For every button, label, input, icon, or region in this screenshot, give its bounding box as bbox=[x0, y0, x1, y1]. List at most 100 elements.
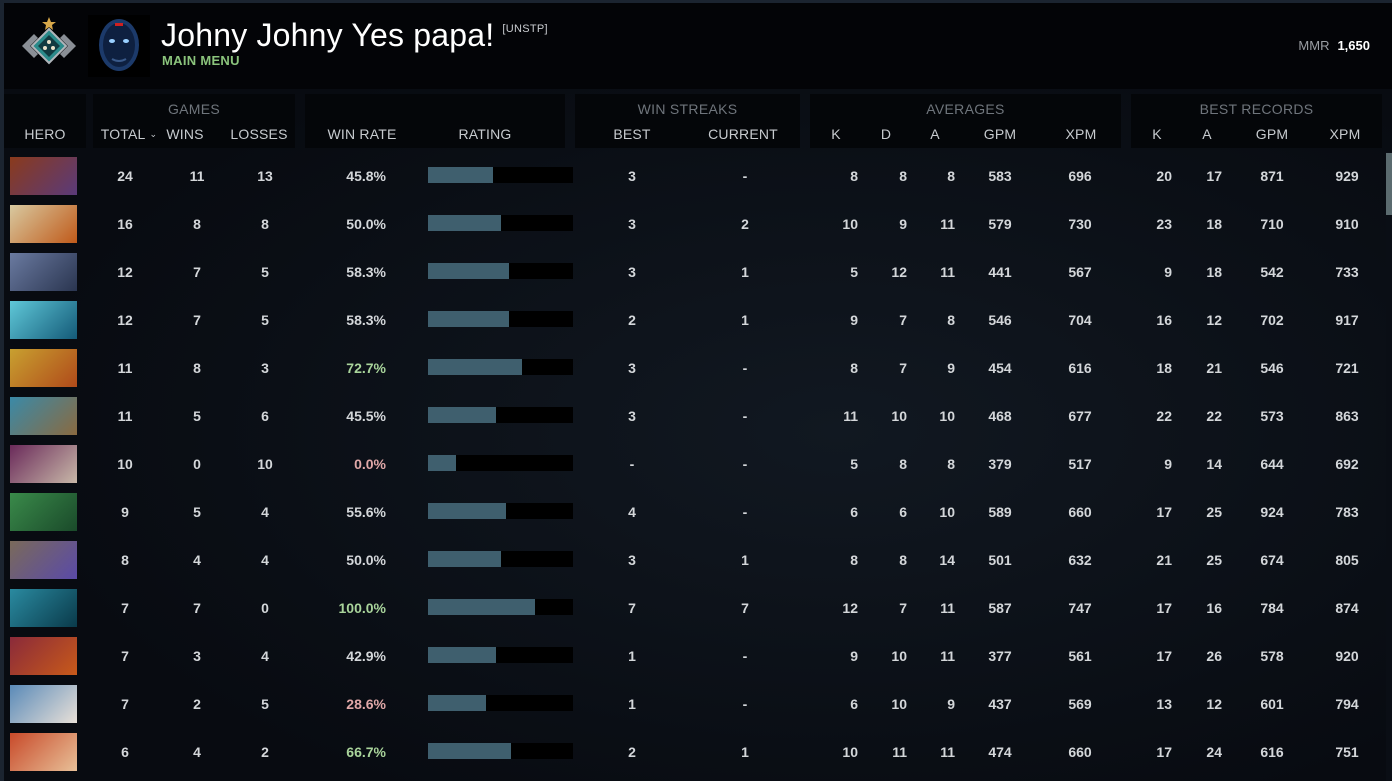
hero-portrait-phantom-assassin[interactable] bbox=[10, 589, 77, 627]
cell-total: 16 bbox=[117, 216, 133, 232]
cell-avg-d: 7 bbox=[899, 360, 907, 376]
hero-portrait-tinker[interactable] bbox=[10, 541, 77, 579]
group-games: GAMES bbox=[167, 101, 221, 117]
scrollbar-thumb[interactable] bbox=[1386, 153, 1392, 215]
table-row-juggernaut[interactable]: 16 8 8 50.0% 3 2 10 9 11 579 730 23 18 7… bbox=[4, 200, 1382, 248]
col-rating[interactable]: RATING bbox=[458, 126, 512, 142]
hero-portrait-sniper[interactable] bbox=[10, 685, 77, 723]
cell-best-k: 9 bbox=[1164, 456, 1172, 472]
hero-portrait-drow-ranger[interactable] bbox=[10, 253, 77, 291]
cell-losses: 5 bbox=[261, 696, 269, 712]
cell-best-k: 9 bbox=[1164, 264, 1172, 280]
cell-avg-xpm: 696 bbox=[1068, 168, 1092, 184]
cell-avg-d: 11 bbox=[892, 744, 907, 760]
cell-avg-a: 14 bbox=[939, 552, 955, 568]
cell-best-gpm: 578 bbox=[1260, 648, 1284, 664]
table-row-medusa[interactable]: 9 5 4 55.6% 4 - 6 6 10 589 660 17 25 924… bbox=[4, 488, 1382, 536]
col-losses[interactable]: LOSSES bbox=[230, 126, 288, 142]
col-avg-xpm[interactable]: XPM bbox=[1065, 126, 1097, 142]
main-menu-link[interactable]: MAIN MENU bbox=[162, 53, 240, 68]
col-best-a[interactable]: A bbox=[1202, 126, 1212, 142]
hero-portrait-bloodseeker[interactable] bbox=[10, 733, 77, 771]
table-row-lion[interactable]: 7 3 4 42.9% 1 - 9 10 11 377 561 17 26 57… bbox=[4, 632, 1382, 680]
cell-best-xpm: 794 bbox=[1335, 696, 1359, 712]
cell-best-a: 18 bbox=[1206, 216, 1222, 232]
col-hero[interactable]: HERO bbox=[24, 126, 66, 142]
cell-avg-xpm: 517 bbox=[1068, 456, 1092, 472]
cell-win-rate: 45.8% bbox=[346, 168, 386, 184]
cell-total: 12 bbox=[117, 264, 133, 280]
cell-streak-current: 1 bbox=[741, 744, 749, 760]
cell-avg-xpm: 704 bbox=[1068, 312, 1092, 328]
hero-portrait-morphling[interactable] bbox=[10, 301, 77, 339]
cell-win-rate: 66.7% bbox=[346, 744, 386, 760]
table-row-drow-ranger[interactable]: 12 7 5 58.3% 3 1 5 12 11 441 567 9 18 54… bbox=[4, 248, 1382, 296]
hero-portrait-medusa[interactable] bbox=[10, 493, 77, 531]
col-best-xpm[interactable]: XPM bbox=[1329, 126, 1361, 142]
rate-header-panel bbox=[305, 94, 565, 148]
cell-win-rate: 58.3% bbox=[346, 312, 386, 328]
table-row-slark[interactable]: 11 5 6 45.5% 3 - 11 10 10 468 677 22 22 … bbox=[4, 392, 1382, 440]
table-row-phantom-assassin[interactable]: 7 7 0 100.0% 7 7 12 7 11 587 747 17 16 7… bbox=[4, 584, 1382, 632]
hero-portrait-invoker[interactable] bbox=[10, 445, 77, 483]
table-row-bloodseeker[interactable]: 6 4 2 66.7% 2 1 10 11 11 474 660 17 24 6… bbox=[4, 728, 1382, 776]
rating-bar bbox=[428, 695, 573, 711]
cell-avg-k: 5 bbox=[850, 264, 858, 280]
cell-avg-xpm: 660 bbox=[1068, 504, 1092, 520]
hero-portrait-juggernaut[interactable] bbox=[10, 205, 77, 243]
cell-streak-current: - bbox=[742, 696, 748, 712]
col-avg-a[interactable]: A bbox=[930, 126, 940, 142]
mmr-value: 1,650 bbox=[1337, 38, 1370, 53]
table-row-tinker[interactable]: 8 4 4 50.0% 3 1 8 8 14 501 632 21 25 674… bbox=[4, 536, 1382, 584]
hero-portrait-slark[interactable] bbox=[10, 397, 77, 435]
table-row-windranger[interactable]: 11 8 3 72.7% 3 - 8 7 9 454 616 18 21 546… bbox=[4, 344, 1382, 392]
cell-avg-gpm: 579 bbox=[988, 216, 1012, 232]
table-row-anti-mage[interactable]: 24 11 13 45.8% 3 - 8 8 8 583 696 20 17 8… bbox=[4, 152, 1382, 200]
table-row-morphling[interactable]: 12 7 5 58.3% 2 1 9 7 8 546 704 16 12 702… bbox=[4, 296, 1382, 344]
cell-total: 10 bbox=[117, 456, 133, 472]
cell-win-rate: 100.0% bbox=[338, 600, 386, 616]
cell-best-xpm: 929 bbox=[1335, 168, 1359, 184]
cell-best-a: 25 bbox=[1206, 504, 1222, 520]
rating-bar bbox=[428, 167, 573, 183]
table-row-invoker[interactable]: 10 0 10 0.0% - - 5 8 8 379 517 9 14 644 … bbox=[4, 440, 1382, 488]
col-avg-d[interactable]: D bbox=[880, 126, 892, 142]
col-win-rate[interactable]: WIN RATE bbox=[327, 126, 397, 142]
col-streak-best[interactable]: BEST bbox=[613, 126, 651, 142]
cell-losses: 13 bbox=[257, 168, 273, 184]
col-avg-k[interactable]: K bbox=[831, 126, 841, 142]
col-avg-gpm[interactable]: GPM bbox=[983, 126, 1017, 142]
cell-best-k: 22 bbox=[1156, 408, 1172, 424]
scrollbar-track[interactable] bbox=[1386, 152, 1392, 781]
col-streak-current[interactable]: CURRENT bbox=[708, 126, 778, 142]
cell-win-rate: 45.5% bbox=[346, 408, 386, 424]
rating-bar-fill bbox=[428, 215, 501, 231]
cell-best-a: 22 bbox=[1206, 408, 1222, 424]
cell-avg-d: 10 bbox=[891, 696, 907, 712]
cell-best-gpm: 573 bbox=[1260, 408, 1284, 424]
cell-win-rate: 50.0% bbox=[346, 216, 386, 232]
rating-bar bbox=[428, 503, 573, 519]
col-total[interactable]: TOTAL ⌄ bbox=[96, 126, 162, 142]
hero-portrait-anti-mage[interactable] bbox=[10, 157, 77, 195]
cell-losses: 4 bbox=[261, 504, 269, 520]
rating-bar bbox=[428, 599, 573, 615]
cell-avg-d: 8 bbox=[899, 552, 907, 568]
cell-best-gpm: 674 bbox=[1260, 552, 1284, 568]
cell-streak-current: - bbox=[742, 360, 748, 376]
cell-avg-a: 11 bbox=[940, 648, 955, 664]
table-row-sniper[interactable]: 7 2 5 28.6% 1 - 6 10 9 437 569 13 12 601… bbox=[4, 680, 1382, 728]
player-avatar[interactable] bbox=[88, 15, 150, 77]
rating-bar-fill bbox=[428, 695, 486, 711]
col-best-k[interactable]: K bbox=[1152, 126, 1162, 142]
cell-avg-k: 8 bbox=[850, 360, 858, 376]
cell-streak-current: 1 bbox=[741, 312, 749, 328]
cell-avg-a: 8 bbox=[947, 456, 955, 472]
sort-descending-icon: ⌄ bbox=[149, 129, 158, 139]
hero-portrait-windranger[interactable] bbox=[10, 349, 77, 387]
hero-portrait-lion[interactable] bbox=[10, 637, 77, 675]
cell-avg-d: 6 bbox=[899, 504, 907, 520]
cell-avg-a: 11 bbox=[940, 600, 955, 616]
col-best-gpm[interactable]: GPM bbox=[1255, 126, 1289, 142]
col-wins[interactable]: WINS bbox=[166, 126, 204, 142]
